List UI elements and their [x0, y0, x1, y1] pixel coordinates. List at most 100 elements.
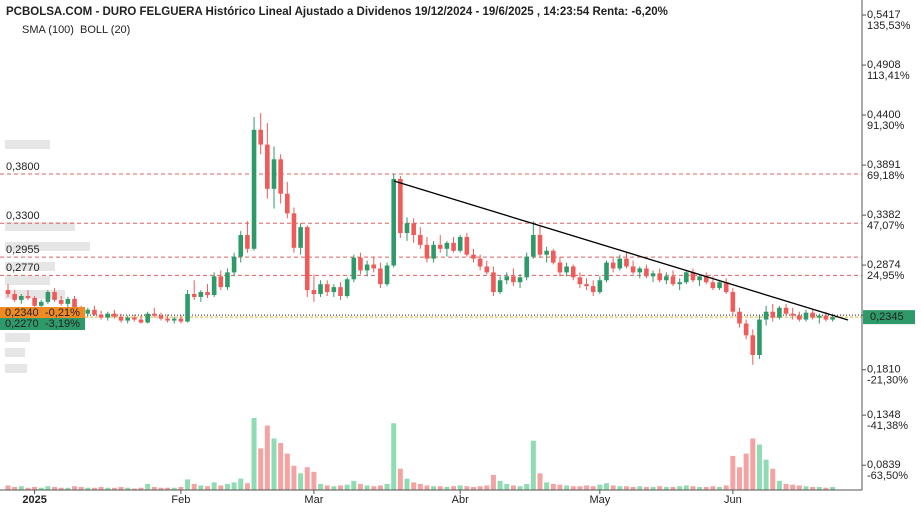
volume-profile — [5, 140, 90, 373]
volume-bar — [550, 483, 556, 490]
volume-bar — [404, 478, 410, 490]
candle-body — [391, 178, 396, 266]
candle-body — [138, 319, 144, 323]
volume-bar — [750, 438, 756, 490]
candle-body — [557, 262, 563, 273]
candle-body — [650, 273, 656, 277]
candle-body — [145, 313, 150, 323]
y-tick-percent: 69,18% — [867, 170, 905, 182]
volume-bar — [158, 487, 164, 490]
volume-bar — [72, 486, 77, 490]
volume-bar — [683, 485, 689, 490]
volume-bar — [557, 484, 563, 490]
candle-body — [471, 254, 476, 259]
volume-bar — [138, 487, 144, 490]
y-tick-percent: -63,50% — [867, 470, 908, 482]
level-label: 0,2770 — [6, 262, 40, 274]
volume-bar — [577, 486, 583, 490]
volume-bar — [25, 487, 31, 490]
candle-body — [398, 178, 403, 234]
volume-bar — [251, 418, 257, 490]
candle-body — [338, 287, 343, 296]
x-tick-label: Mar — [304, 494, 323, 506]
volume-bar — [690, 486, 696, 490]
candle-body — [717, 282, 722, 289]
volume-bar — [271, 438, 277, 490]
volume-bar — [65, 487, 71, 490]
candle-body — [238, 235, 244, 257]
candle-body — [551, 250, 556, 263]
candle-body — [690, 272, 696, 281]
volume-bar — [344, 484, 350, 490]
candle-body — [251, 129, 257, 249]
y-tick-label: 0,0839 — [867, 459, 901, 471]
candle-body — [750, 335, 756, 355]
volume-bar — [417, 483, 423, 490]
plot-area: 0,3800 0,3300 0,2955 0,2770 — [0, 113, 862, 490]
price-box — [0, 318, 85, 330]
x-tick-label: May — [589, 494, 610, 506]
candle-body — [817, 315, 822, 318]
volume-bar — [125, 487, 131, 490]
candle-body — [783, 307, 789, 314]
volume-bar — [351, 480, 357, 490]
x-tick-label: Jun — [724, 494, 742, 506]
last-price-label: 0,2345 — [870, 311, 904, 323]
candle-body — [670, 276, 676, 285]
volume-bar — [171, 487, 177, 490]
candle-body — [371, 264, 377, 269]
volume-bar — [145, 483, 151, 490]
candle-body — [58, 299, 64, 304]
y-tick-label: 0,1810 — [867, 364, 901, 376]
volume-bar — [91, 487, 97, 490]
candle-body — [570, 266, 576, 278]
candle-body — [457, 236, 463, 251]
volume-bar — [457, 485, 463, 490]
volume-bar — [304, 467, 310, 490]
volume-bar — [743, 453, 749, 490]
candle-body — [610, 262, 616, 269]
candle-body — [52, 292, 57, 300]
y-tick-percent: 47,07% — [867, 220, 905, 232]
volume-bar — [650, 486, 656, 490]
volume-bar — [510, 485, 516, 490]
volume-bar — [597, 484, 603, 490]
y-tick-label: 0,2874 — [867, 259, 901, 271]
volume-bar — [723, 485, 729, 490]
volume-bar — [451, 486, 457, 490]
candle-body — [198, 292, 204, 297]
candle-body — [318, 284, 323, 295]
volume-bar — [278, 443, 284, 490]
price-box-change: -3,19% — [45, 318, 80, 330]
candle-body — [171, 318, 177, 321]
candle-body — [344, 279, 350, 296]
volume-bar — [424, 485, 430, 490]
candle-body — [291, 213, 297, 248]
volume-bar — [338, 485, 343, 490]
candle-body — [265, 144, 270, 189]
volume-bar — [384, 483, 390, 490]
indicator-legend: BOLL (20) — [80, 24, 130, 36]
y-tick-label: 0,1348 — [867, 409, 901, 421]
candle-body — [218, 276, 224, 288]
candle-body — [185, 294, 190, 322]
candle-body — [225, 272, 230, 288]
volume-bar — [617, 486, 623, 490]
volume-bar — [770, 468, 776, 490]
volume-bar — [98, 486, 104, 490]
volume-bar — [756, 444, 762, 490]
candle-body — [324, 284, 330, 293]
volume-bar — [710, 486, 716, 490]
candle-body — [437, 244, 443, 249]
y-tick-percent: 24,95% — [867, 270, 905, 282]
volume-bar — [590, 486, 596, 490]
candle-body — [5, 290, 11, 295]
volume-bar — [244, 483, 250, 490]
candle-body — [790, 313, 795, 316]
candle-body — [703, 276, 709, 283]
level-label: 0,3300 — [6, 210, 40, 222]
candle-body — [211, 276, 217, 296]
candle-body — [564, 266, 569, 273]
volume-bar — [816, 486, 822, 490]
volume-bar — [111, 487, 117, 490]
